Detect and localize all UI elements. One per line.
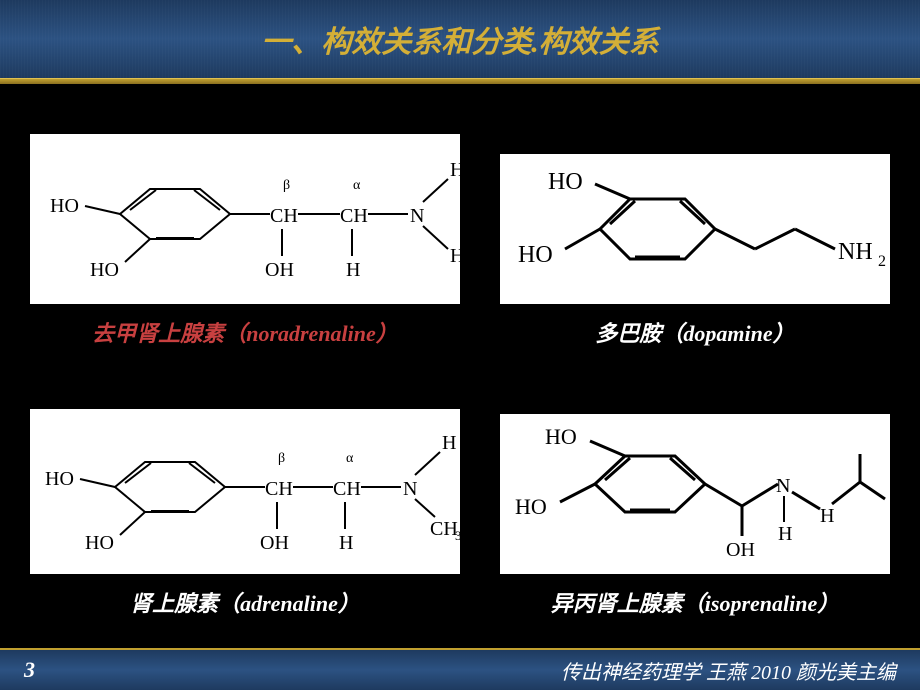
slide-footer: 3 传出神经药理学 王燕 2010 颜光美主编 (0, 648, 920, 690)
molecule-noradrenaline: HO HO CH β CH α N H H OH H (30, 134, 460, 348)
svg-text:NH: NH (838, 239, 873, 265)
svg-text:OH: OH (265, 259, 294, 281)
molecule-adrenaline: HO HO CH β CH α N H CH 3 OH H (30, 409, 460, 618)
struct-dopamine: HO HO NH 2 (500, 154, 890, 304)
svg-text:OH: OH (260, 532, 289, 554)
struct-isoprenaline: HO HO OH N H H (500, 414, 890, 574)
slide-content: HO HO CH β CH α N H H OH H (0, 84, 920, 648)
slide-title: 一、构效关系和分类.构效关系 (261, 17, 659, 61)
slide: 一、构效关系和分类.构效关系 (0, 0, 920, 690)
caption-cn: 肾上腺素 (130, 591, 218, 616)
struct-noradrenaline: HO HO CH β CH α N H H OH H (30, 134, 460, 304)
svg-text:HO: HO (545, 424, 577, 449)
svg-text:β: β (283, 178, 290, 193)
svg-text:HO: HO (548, 169, 583, 195)
caption-cn: 多巴胺 (595, 321, 661, 346)
caption-adrenaline: 肾上腺素（adrenaline） (130, 586, 360, 618)
svg-text:H: H (820, 505, 834, 527)
molecule-isoprenaline: HO HO OH N H H 异丙肾上腺素（isoprenaline） (500, 414, 890, 618)
svg-text:HO: HO (518, 242, 553, 268)
svg-text:H: H (442, 432, 456, 454)
svg-text:HO: HO (515, 494, 547, 519)
caption-dopamine: 多巴胺（dopamine） (595, 316, 794, 348)
molecule-dopamine: HO HO NH 2 多巴胺（dopamine） (500, 154, 890, 348)
molecule-row-1: HO HO CH β CH α N H H OH H (30, 134, 890, 348)
svg-text:CH: CH (270, 205, 298, 227)
svg-text:H: H (450, 245, 460, 267)
svg-text:N: N (410, 205, 424, 227)
svg-text:3: 3 (455, 528, 460, 543)
svg-text:OH: OH (726, 539, 755, 561)
svg-text:α: α (353, 178, 361, 193)
molecule-row-2: HO HO CH β CH α N H CH 3 OH H (30, 409, 890, 618)
slide-header: 一、构效关系和分类.构效关系 (0, 0, 920, 78)
svg-text:N: N (776, 475, 790, 497)
svg-text:H: H (346, 259, 360, 281)
svg-text:2: 2 (878, 253, 886, 270)
caption-en: adrenaline (240, 591, 338, 616)
svg-text:N: N (403, 478, 417, 500)
caption-isoprenaline: 异丙肾上腺素（isoprenaline） (551, 586, 840, 618)
svg-text:CH: CH (333, 478, 361, 500)
caption-noradrenaline: 去甲肾上腺素（noradrenaline） (92, 316, 398, 348)
caption-en: isoprenaline (705, 591, 817, 616)
svg-text:HO: HO (45, 468, 74, 490)
svg-text:HO: HO (85, 532, 114, 554)
svg-text:H: H (450, 159, 460, 181)
caption-en: dopamine (683, 321, 772, 346)
svg-text:CH: CH (430, 518, 458, 540)
svg-text:β: β (278, 451, 285, 466)
svg-text:HO: HO (90, 259, 119, 281)
caption-en: noradrenaline (246, 321, 376, 346)
svg-text:CH: CH (340, 205, 368, 227)
struct-adrenaline: HO HO CH β CH α N H CH 3 OH H (30, 409, 460, 574)
svg-text:H: H (778, 523, 792, 545)
footer-text: 传出神经药理学 王燕 2010 颜光美主编 (561, 656, 896, 685)
svg-text:α: α (346, 451, 354, 466)
caption-cn: 去甲肾上腺素 (92, 321, 224, 346)
caption-cn: 异丙肾上腺素 (551, 591, 683, 616)
svg-text:HO: HO (50, 195, 79, 217)
svg-text:H: H (339, 532, 353, 554)
page-number: 3 (24, 657, 35, 683)
svg-text:CH: CH (265, 478, 293, 500)
